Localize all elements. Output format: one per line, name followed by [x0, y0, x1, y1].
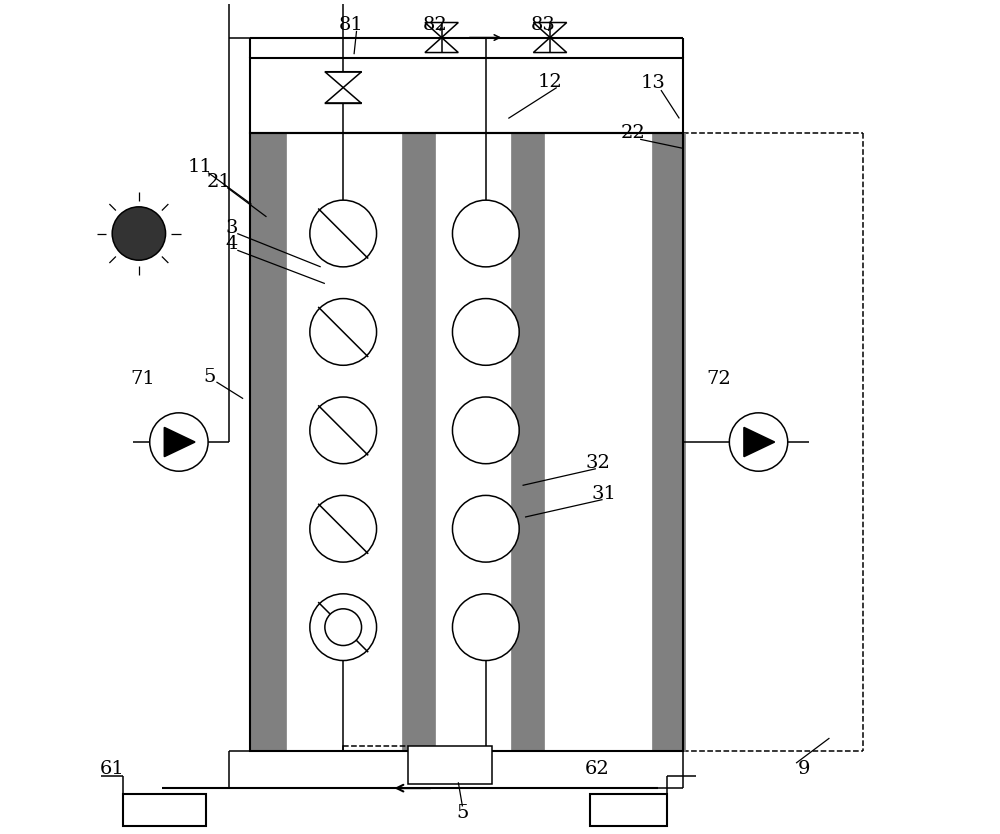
Circle shape — [310, 594, 377, 661]
Circle shape — [310, 495, 377, 562]
Text: 82: 82 — [423, 16, 447, 34]
Text: 32: 32 — [586, 454, 611, 472]
Text: 22: 22 — [621, 124, 646, 143]
Circle shape — [452, 594, 519, 661]
Text: 9: 9 — [798, 760, 811, 778]
Circle shape — [310, 397, 377, 464]
Circle shape — [310, 299, 377, 365]
Polygon shape — [425, 23, 458, 38]
Text: 71: 71 — [131, 370, 155, 389]
Circle shape — [452, 299, 519, 365]
Text: 13: 13 — [640, 74, 665, 93]
Bar — [250, 133, 286, 751]
Circle shape — [112, 207, 166, 260]
Bar — [250, 133, 683, 751]
Text: 31: 31 — [592, 485, 617, 503]
Circle shape — [150, 413, 208, 471]
Text: 62: 62 — [585, 760, 610, 778]
Bar — [652, 133, 685, 751]
Bar — [123, 794, 206, 826]
Polygon shape — [164, 428, 195, 457]
Polygon shape — [533, 23, 567, 38]
Circle shape — [310, 200, 377, 267]
Text: 12: 12 — [538, 73, 562, 91]
Bar — [408, 746, 492, 784]
Circle shape — [452, 397, 519, 464]
Text: 11: 11 — [187, 158, 212, 176]
Polygon shape — [325, 88, 362, 103]
Polygon shape — [425, 38, 458, 53]
Text: 81: 81 — [339, 16, 364, 34]
Bar — [511, 133, 544, 751]
Bar — [250, 58, 683, 133]
Text: 83: 83 — [531, 16, 556, 34]
Text: 72: 72 — [706, 370, 731, 389]
Polygon shape — [533, 38, 567, 53]
Text: 4: 4 — [225, 235, 238, 254]
Text: 5: 5 — [204, 368, 216, 386]
Circle shape — [325, 609, 362, 646]
Circle shape — [452, 495, 519, 562]
Text: 3: 3 — [225, 219, 238, 237]
Text: 21: 21 — [207, 173, 231, 191]
Circle shape — [729, 413, 788, 471]
Circle shape — [452, 200, 519, 267]
Text: 5: 5 — [456, 804, 469, 822]
Bar — [402, 133, 435, 751]
Text: 61: 61 — [100, 760, 125, 778]
Bar — [590, 794, 667, 826]
Polygon shape — [744, 428, 775, 457]
Polygon shape — [325, 72, 362, 88]
